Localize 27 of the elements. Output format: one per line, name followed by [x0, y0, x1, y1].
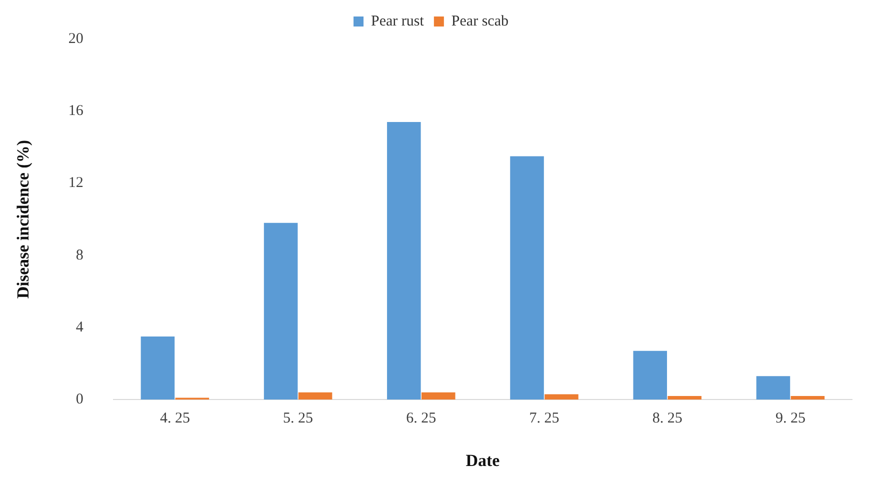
x-tick-label: 6. 25: [406, 410, 436, 427]
x-tick-label: 8. 25: [652, 410, 682, 427]
bar: [421, 392, 456, 400]
bar: [264, 222, 298, 400]
bar: [668, 396, 702, 400]
bar: [790, 396, 825, 400]
x-axis-title: Date: [466, 451, 500, 470]
x-tick-label: 9. 25: [775, 410, 806, 427]
y-tick-label: 8: [76, 247, 84, 264]
y-tick-label: 12: [68, 175, 84, 192]
bar: [510, 156, 544, 400]
legend-label: Pear scab: [451, 13, 508, 30]
y-tick-label: 16: [68, 103, 84, 120]
bar: [633, 350, 668, 400]
y-tick-label: 0: [76, 392, 84, 408]
bar: [298, 392, 332, 400]
bar: [544, 394, 578, 400]
bar: [140, 336, 175, 400]
bar: [756, 376, 790, 400]
x-tick-label: 7. 25: [529, 410, 560, 427]
y-tick-label: 4: [76, 319, 84, 336]
y-tick-label: 20: [68, 30, 84, 47]
x-tick-label: 5. 25: [283, 410, 314, 427]
legend-label: Pear rust: [371, 13, 425, 30]
bar: [387, 122, 421, 400]
y-axis-title: Disease incidence (%): [14, 140, 33, 299]
x-tick-label: 4. 25: [160, 410, 190, 427]
